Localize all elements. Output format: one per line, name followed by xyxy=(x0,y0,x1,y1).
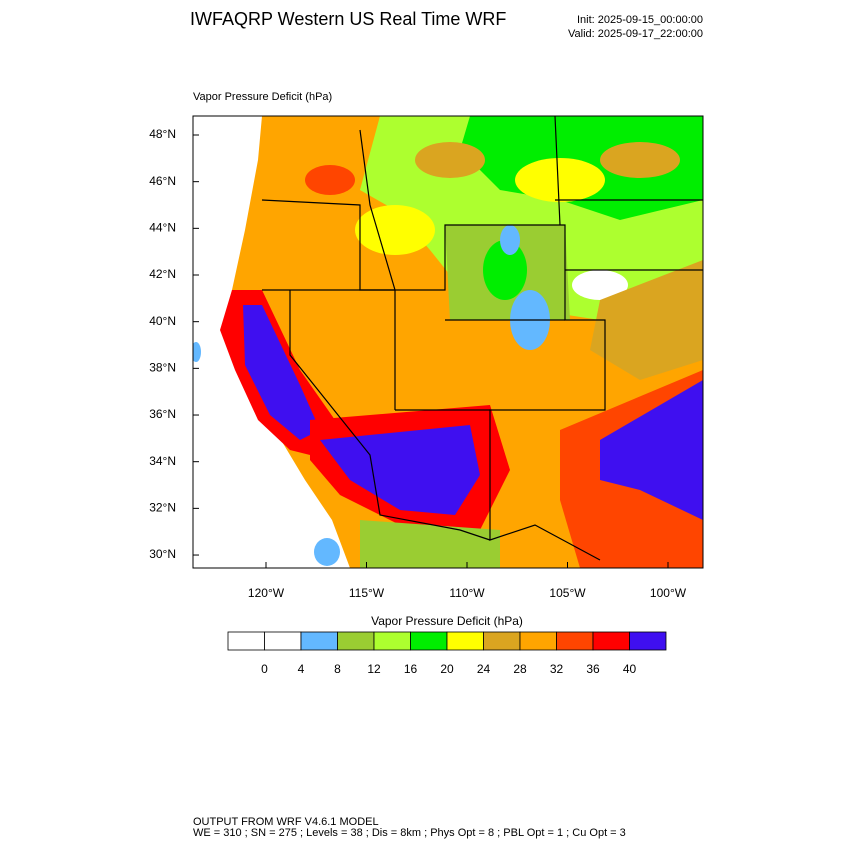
lon-label: 110°W xyxy=(449,586,485,600)
colorbar-tick-label: 16 xyxy=(404,662,418,676)
lat-label: 34°N xyxy=(149,454,176,468)
footer-line: WE = 310 ; SN = 275 ; Levels = 38 ; Dis … xyxy=(193,827,626,839)
field-region xyxy=(590,260,703,380)
init-time: Init: 2025-09-15_00:00:00 xyxy=(577,14,703,26)
colorbar-tick-label: 4 xyxy=(298,662,305,676)
lon-label: 115°W xyxy=(349,586,385,600)
state-borders xyxy=(261,116,703,561)
colorbar-tick-label: 12 xyxy=(367,662,381,676)
field-region xyxy=(500,225,520,255)
map-frame xyxy=(192,115,704,569)
colorbar-box xyxy=(410,631,448,651)
colorbar-box xyxy=(483,631,521,651)
lat-label: 40°N xyxy=(149,314,176,328)
colorbar-tick-label: 40 xyxy=(623,662,637,676)
border-line xyxy=(554,116,703,271)
lon-label: 105°W xyxy=(549,586,586,600)
field-region xyxy=(305,165,355,195)
lat-labels: 48°N 46°N 44°N 42°N 40°N 38°N 36°N 34°N 32°N 30°N xyxy=(149,127,199,561)
colorbar-box xyxy=(629,631,667,651)
colorbar-box xyxy=(519,631,557,651)
border-line xyxy=(289,290,491,541)
field-label: Vapor Pressure Deficit (hPa) xyxy=(193,91,332,103)
border-line xyxy=(262,289,565,411)
field-region xyxy=(600,142,680,178)
colorbar-box xyxy=(264,631,302,651)
lon-label: 100°W xyxy=(650,586,687,600)
colorbar-box xyxy=(556,631,594,651)
field-region xyxy=(355,205,435,255)
colorbar-box xyxy=(227,631,265,651)
colorbar-box xyxy=(300,631,338,651)
ocean xyxy=(193,116,350,568)
field-region xyxy=(193,342,201,362)
colorbar-box xyxy=(337,631,375,651)
colorbar-tick-label: 24 xyxy=(477,662,491,676)
lon-labels: 120°W 115°W 110°W 105°W 100°W xyxy=(248,562,687,600)
lon-label: 120°W xyxy=(248,586,285,600)
colorbar-tick-label: 32 xyxy=(550,662,564,676)
lat-label: 48°N xyxy=(149,127,176,141)
lat-label: 42°N xyxy=(149,267,176,281)
colorbar-tick-label: 36 xyxy=(586,662,600,676)
valid-time: Valid: 2025-09-17_22:00:00 xyxy=(568,28,703,40)
field-region xyxy=(572,270,628,300)
lat-label: 46°N xyxy=(149,174,176,188)
field-region xyxy=(600,380,703,520)
footer-line: OUTPUT FROM WRF V4.6.1 MODEL xyxy=(193,816,379,828)
colorbar-box xyxy=(373,631,411,651)
field-region xyxy=(243,305,320,440)
lat-label: 36°N xyxy=(149,407,176,421)
lat-label: 30°N xyxy=(149,547,176,561)
colorbar-tick-label: 20 xyxy=(440,662,454,676)
colorbar-title: Vapor Pressure Deficit (hPa) xyxy=(371,614,523,628)
lat-label: 32°N xyxy=(149,501,176,515)
field-region xyxy=(483,240,527,300)
map-field xyxy=(193,116,703,568)
colorbar-tick-label: 28 xyxy=(513,662,527,676)
field-region xyxy=(515,158,605,202)
colorbar: 0 4 8 12 16 20 24 28 32 36 40 xyxy=(227,631,667,676)
lat-label: 44°N xyxy=(149,221,176,235)
colorbar-tick-label: 0 xyxy=(261,662,268,676)
colorbar-box xyxy=(446,631,484,651)
field-region xyxy=(415,142,485,178)
lat-label: 38°N xyxy=(149,361,176,375)
field-region xyxy=(314,538,340,566)
field-region xyxy=(320,425,480,515)
colorbar-tick-label: 8 xyxy=(334,662,341,676)
colorbar-box xyxy=(592,631,630,651)
title: IWFAQRP Western US Real Time WRF xyxy=(190,9,506,29)
border-line xyxy=(359,129,396,410)
